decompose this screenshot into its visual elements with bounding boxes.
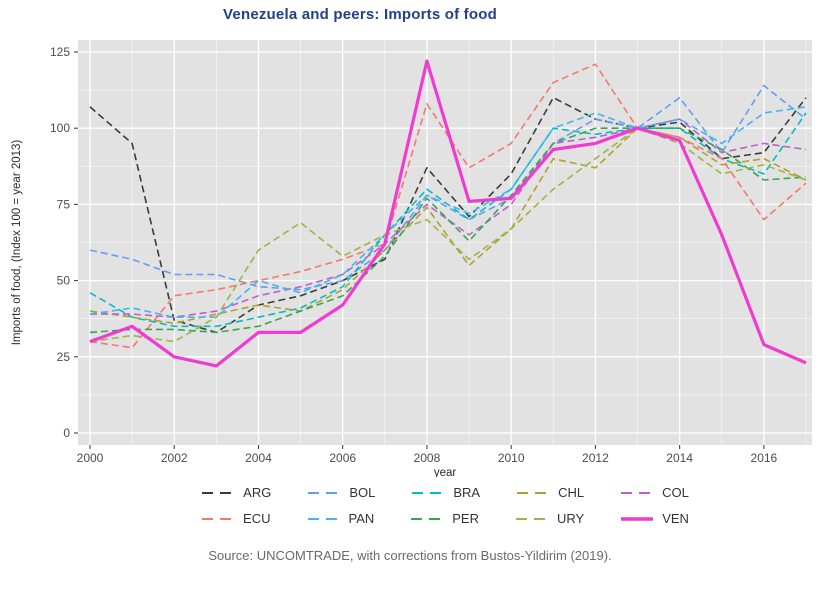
legend-line-sample-bra xyxy=(412,491,445,494)
legend-label-ury: URY xyxy=(557,511,585,526)
legend-line-sample-col xyxy=(621,491,654,494)
chart-area: 0 25 50 75 100 125 2000 2002 2004 2006 2008 2010 201… xyxy=(0,25,820,479)
y-tick-label: 50 xyxy=(57,274,71,288)
legend-item-chl: CHL xyxy=(516,485,584,500)
legend-label-chl: CHL xyxy=(558,485,585,500)
series-pan xyxy=(89,106,807,319)
line-chart: 0 25 50 75 100 125 2000 2002 2004 2006 2008 2010 201… xyxy=(11,40,812,479)
legend-label-ven: VEN xyxy=(662,511,689,526)
y-tick-label: 125 xyxy=(50,45,70,59)
series-per xyxy=(89,127,807,334)
x-tick-label: 2012 xyxy=(582,451,609,465)
legend-label-col: COL xyxy=(662,485,689,500)
legend-item-bol: BOL xyxy=(307,485,375,500)
series-ury xyxy=(89,127,807,343)
legend-line-sample-per xyxy=(411,517,444,520)
legend-line-sample-ven xyxy=(621,516,654,521)
legend-item-pan: PAN xyxy=(307,511,375,526)
x-tick-label: 2014 xyxy=(666,451,693,465)
legend-line-sample-arg xyxy=(202,491,235,494)
y-tick-label: 0 xyxy=(63,426,70,440)
x-tick-label: 2008 xyxy=(414,451,441,465)
legend-item-arg: ARG xyxy=(201,485,271,500)
y-tick-label: 75 xyxy=(57,197,71,211)
legend-item-col: COL xyxy=(620,485,689,500)
legend-label-arg: ARG xyxy=(243,485,272,500)
series-bol xyxy=(89,84,807,291)
legend-line-sample-ecu xyxy=(202,517,235,520)
legend-line-sample-bol xyxy=(308,491,341,494)
chart-legend: ARG BOL BRA CHL COL ECU PAN PER URY VEN xyxy=(0,485,820,526)
legend-label-bra: BRA xyxy=(453,485,481,500)
legend-label-pan: PAN xyxy=(348,511,375,526)
legend-item-ecu: ECU xyxy=(201,511,271,526)
legend-item-per: PER xyxy=(410,511,479,526)
x-axis-title: year xyxy=(434,467,457,477)
source-note: Source: UNCOMTRADE, with corrections fro… xyxy=(208,548,612,563)
legend-item-ury: URY xyxy=(515,511,584,526)
chart-title: Venezuela and peers: Imports of food xyxy=(223,6,497,23)
legend-line-sample-pan xyxy=(307,517,340,520)
series-arg xyxy=(89,96,807,334)
x-tick-label: 2002 xyxy=(161,451,188,465)
legend-row: ECU PAN PER URY VEN xyxy=(201,511,689,526)
legend-item-ven: VEN xyxy=(620,511,689,526)
legend-label-per: PER xyxy=(452,511,479,526)
x-tick-label: 2010 xyxy=(498,451,525,465)
y-tick-label: 100 xyxy=(50,121,70,135)
x-tick-label: 2004 xyxy=(245,451,272,465)
legend-line-sample-chl xyxy=(517,491,550,494)
y-axis-title: Imports of food, (Index 100 = year 2013) xyxy=(11,140,23,346)
series-col xyxy=(90,118,807,319)
x-tick-label: 2016 xyxy=(751,451,778,465)
x-tick-label: 2000 xyxy=(77,451,104,465)
y-tick-label: 25 xyxy=(57,350,71,364)
series-chl xyxy=(89,127,807,325)
legend-item-bra: BRA xyxy=(411,485,480,500)
series-ven xyxy=(89,59,807,368)
legend-line-sample-ury xyxy=(516,517,548,520)
legend-label-ecu: ECU xyxy=(243,511,271,526)
legend-label-bol: BOL xyxy=(349,485,376,500)
x-tick-label: 2006 xyxy=(329,451,356,465)
legend-row: ARG BOL BRA CHL COL xyxy=(201,485,689,500)
